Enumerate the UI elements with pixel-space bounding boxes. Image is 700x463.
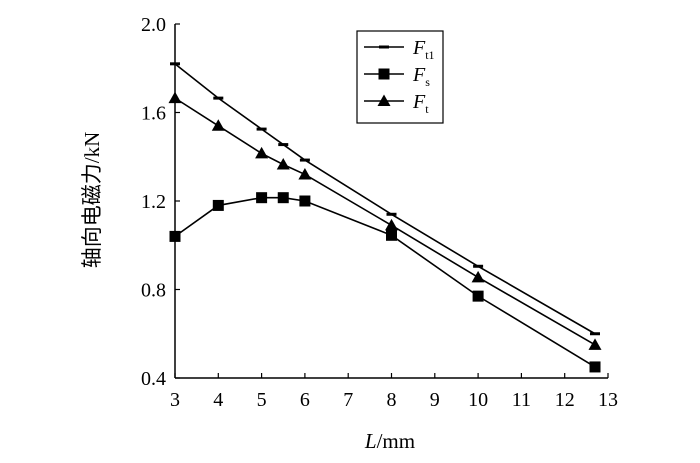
x-tick-label: 11 — [512, 389, 531, 411]
x-tick-label: 13 — [598, 389, 618, 411]
data-point-triangle — [298, 167, 312, 180]
x-tick-label: 12 — [555, 389, 575, 411]
x-ticks: 3 4 5 6 7 8 9 10 11 12 13 — [170, 373, 618, 411]
series-layer — [168, 62, 602, 373]
data-point-square — [299, 195, 311, 207]
legend-label: Ft1 — [412, 37, 435, 62]
legend-label-main: F — [412, 64, 426, 86]
x-tick-label: 5 — [257, 389, 267, 411]
data-point-square — [212, 199, 224, 211]
x-axis-unit: /mm — [377, 429, 416, 453]
data-point-triangle — [276, 157, 290, 170]
series-line-triangle — [174, 97, 596, 346]
data-point-triangle — [588, 338, 602, 350]
legend-label: Ft — [412, 91, 429, 116]
y-axis-title: 轴向电磁力/kN — [80, 132, 104, 269]
series-dash — [170, 62, 601, 336]
legend-label: Fs — [412, 64, 430, 89]
legend-label-main: F — [412, 91, 426, 113]
legend-label-subscript: t — [425, 102, 429, 116]
data-point-square — [472, 290, 484, 302]
x-axis-variable: L — [364, 429, 377, 453]
data-point-triangle — [471, 270, 485, 283]
data-point-square — [277, 192, 289, 204]
x-tick-label: 6 — [300, 389, 310, 411]
x-tick-label: 3 — [170, 389, 180, 411]
data-point-square — [169, 230, 181, 242]
x-tick-label: 8 — [387, 389, 397, 411]
x-tick-label: 10 — [468, 389, 488, 411]
data-point-triangle — [255, 146, 269, 159]
series-triangle — [168, 91, 602, 350]
x-axis-title: L/mm — [364, 429, 415, 453]
y-tick-label: 0.4 — [141, 368, 166, 390]
data-point-triangle — [211, 119, 225, 131]
data-point-square — [589, 361, 601, 373]
legend-label-subscript: t1 — [425, 48, 434, 62]
x-tick-label: 9 — [430, 389, 440, 411]
y-tick-label: 0.8 — [141, 280, 166, 302]
series-line-square — [174, 196, 596, 368]
data-point-triangle — [168, 91, 182, 104]
x-tick-label: 4 — [213, 389, 223, 411]
y-tick-label: 1.6 — [141, 103, 166, 125]
x-tick-label: 7 — [343, 389, 353, 411]
y-ticks: 0.4 0.8 1.2 1.6 2.0 — [141, 14, 180, 390]
series-line-dash — [174, 63, 596, 335]
y-tick-label: 2.0 — [141, 14, 166, 36]
legend-marker-square — [378, 68, 390, 80]
legend-marker-triangle — [377, 94, 391, 106]
legend-label-subscript: s — [425, 75, 430, 89]
data-point-square — [256, 192, 268, 204]
data-point-triangle — [385, 218, 398, 231]
data-point-square — [386, 229, 397, 241]
y-tick-label: 1.2 — [141, 191, 166, 213]
legend-label-main: F — [412, 37, 426, 59]
legend-box — [356, 30, 444, 124]
series-square — [169, 192, 601, 373]
